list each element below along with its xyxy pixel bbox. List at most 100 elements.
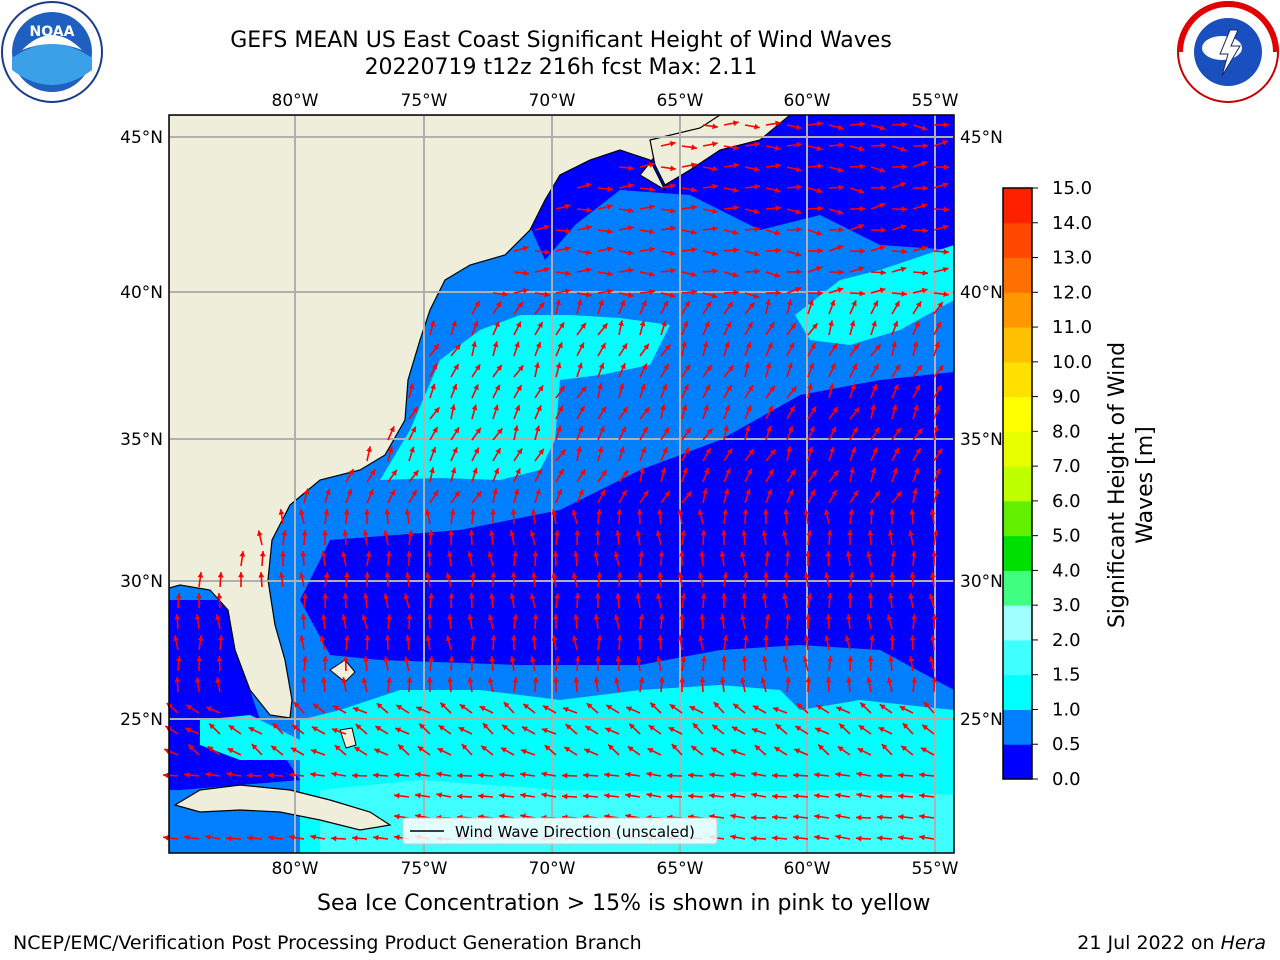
- wind-arrow-head: [406, 677, 413, 683]
- wind-arrow-head: [782, 593, 788, 600]
- wind-arrow-head: [901, 206, 907, 213]
- wind-arrow-head: [772, 814, 778, 821]
- wind-arrow-head: [669, 704, 676, 710]
- wind-arrow-head: [322, 593, 329, 599]
- wind-arrow-head: [321, 677, 327, 683]
- wind-arrow-head: [899, 706, 906, 712]
- wind-arrow-head: [514, 341, 520, 348]
- wind-arrow-head: [657, 572, 664, 578]
- wind-arrow-head: [226, 771, 232, 778]
- wind-arrow-head: [542, 705, 549, 711]
- wind-arrow-head: [867, 530, 874, 536]
- wind-arrow-head: [323, 572, 330, 578]
- wind-arrow-head: [753, 166, 760, 172]
- wind-arrow-head: [513, 425, 519, 432]
- wind-arrow-head: [490, 572, 497, 578]
- wind-arrow-head: [679, 677, 686, 683]
- colorbar-tick-label: 3.0: [1052, 595, 1081, 616]
- wind-arrow-head: [793, 834, 799, 841]
- wind-arrow-head: [900, 146, 907, 152]
- wind-arrow-head: [635, 530, 642, 536]
- wind-arrow-head: [586, 267, 592, 273]
- wind-arrow-head: [425, 572, 431, 578]
- wind-arrow-head: [163, 834, 169, 841]
- wind-arrow-head: [803, 509, 810, 515]
- wind-arrow-head: [638, 551, 645, 557]
- map-area: [169, 115, 954, 853]
- wind-arrow-head: [914, 384, 920, 391]
- wind-arrow-head: [565, 288, 571, 294]
- wind-arrow-head: [667, 772, 673, 779]
- wind-arrow-head: [785, 677, 791, 683]
- wind-arrow-head: [913, 467, 920, 474]
- wind-arrow-head: [816, 187, 823, 194]
- wind-arrow-head: [921, 203, 928, 209]
- colorbar-tick-label: 15.0: [1052, 178, 1092, 199]
- wind-arrow-head: [426, 614, 433, 620]
- wind-arrow-head: [558, 322, 565, 329]
- wind-arrow-head: [494, 321, 500, 328]
- wind-arrow-head: [323, 509, 330, 515]
- colorbar-segment: [1003, 674, 1032, 710]
- wind-arrow-head: [429, 467, 435, 474]
- wind-arrow-head: [852, 490, 859, 497]
- wind-arrow-head: [880, 227, 886, 234]
- wind-arrow-head: [594, 530, 601, 536]
- wind-arrow-head: [468, 593, 475, 599]
- wind-arrow-head: [912, 341, 919, 348]
- wind-arrow-head: [670, 267, 676, 274]
- wind-arrow-head: [931, 677, 938, 683]
- wind-arrow-head: [727, 365, 734, 372]
- wind-arrow-head: [867, 656, 874, 662]
- wind-arrow-head: [383, 530, 389, 537]
- wind-arrow-head: [467, 614, 474, 620]
- wind-arrow-head: [662, 447, 668, 454]
- wind-arrow-head: [699, 551, 706, 557]
- wind-arrow-head: [848, 572, 855, 578]
- wind-arrow-head: [559, 449, 566, 456]
- wind-arrow-head: [748, 448, 754, 455]
- wind-arrow-head: [272, 723, 279, 729]
- wind-arrow-head: [404, 509, 411, 515]
- lat-label-right: 35°N: [960, 430, 1003, 450]
- map-subtitle: 20220719 t12z 216h fcst Max: 2.11: [364, 55, 758, 80]
- lon-label-top: 70°W: [529, 91, 576, 111]
- wind-arrow-head: [835, 792, 841, 799]
- wind-arrow-head: [942, 224, 949, 231]
- colorbar-segment: [1003, 570, 1032, 606]
- wind-arrow-head: [650, 702, 656, 709]
- wind-arrow-head: [658, 551, 665, 557]
- wind-arrow-head: [512, 551, 518, 557]
- wind-arrow-head: [537, 385, 544, 392]
- wind-arrow-head: [616, 635, 623, 641]
- wind-arrow-head: [258, 572, 265, 578]
- wind-arrow-head: [919, 834, 925, 841]
- wind-arrow-head: [790, 322, 796, 329]
- wind-arrow-head: [641, 300, 647, 307]
- wind-arrow-head: [814, 772, 820, 778]
- wind-arrow-head: [894, 364, 901, 371]
- wind-arrow-head: [448, 656, 455, 662]
- wind-arrow-head: [536, 468, 542, 475]
- wind-arrow-head: [880, 184, 886, 191]
- wind-arrow-head: [934, 404, 941, 411]
- wind-arrow-head: [426, 677, 433, 683]
- wind-arrow-head: [573, 614, 580, 620]
- wind-arrow-head: [825, 551, 832, 557]
- wind-arrow-head: [571, 509, 578, 516]
- wind-arrow-head: [922, 724, 929, 731]
- wind-arrow-head: [911, 677, 918, 683]
- wind-arrow-head: [894, 301, 900, 308]
- wind-arrow-head: [408, 383, 415, 390]
- wind-arrow-head: [741, 530, 748, 536]
- wind-arrow-head: [909, 635, 916, 641]
- wind-arrow-head: [921, 287, 928, 294]
- wind-arrow-head: [879, 202, 886, 209]
- wind-arrow-head: [406, 551, 413, 557]
- wind-arrow-head: [913, 404, 919, 411]
- wind-arrow-head: [616, 509, 623, 515]
- wind-arrow-head: [516, 448, 523, 455]
- wind-arrow-head: [683, 384, 689, 391]
- wind-arrow-head: [373, 772, 379, 779]
- wind-arrow-head: [874, 490, 880, 497]
